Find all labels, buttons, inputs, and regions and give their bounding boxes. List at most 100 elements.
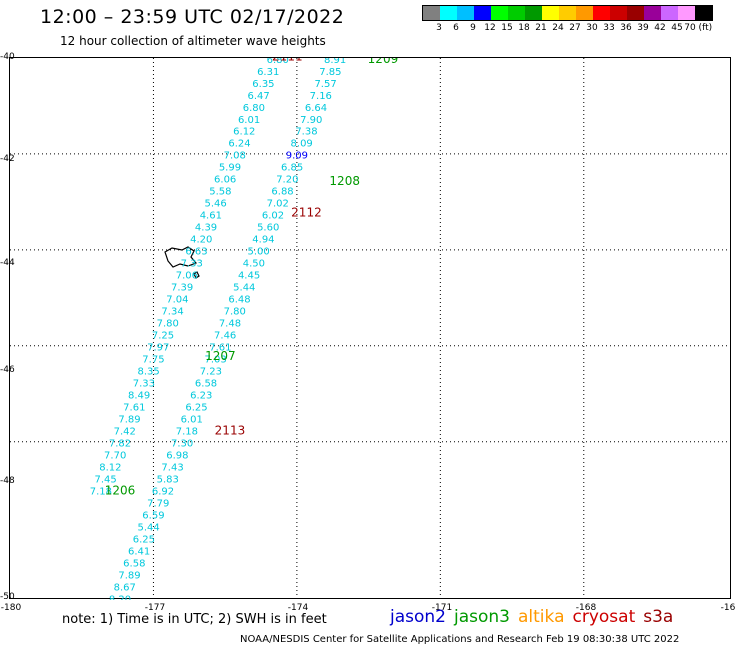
swh-value: 7.34 [161,307,183,318]
swh-value: 7.82 [109,439,131,450]
swh-value: 7.18 [90,486,112,497]
swh-value: 6.35 [252,79,274,90]
swh-value: 5.44 [233,283,255,294]
swh-value: 7.57 [314,79,336,90]
lon-label: -177 [144,603,166,613]
legend-swatch [559,6,576,20]
legend-swatch [576,6,593,20]
swh-value: 6.63 [185,247,207,258]
swh-value: 7.18 [176,427,198,438]
legend-swatch [457,6,474,20]
time-label: 1208 [329,174,360,188]
swh-value: 6.12 [233,127,255,138]
swh-value: 7.90 [300,115,322,126]
legend-swatch [610,6,627,20]
swh-value: 8.49 [128,391,150,402]
swh-value: 7.79 [147,498,169,509]
swh-value: 6.01 [181,415,203,426]
swh-value: 7.03 [204,355,226,366]
time-label: 2112 [291,205,322,219]
legend-label: 27 [569,23,581,33]
swh-value: 7.75 [142,355,164,366]
page-subtitle: 12 hour collection of altimeter wave hei… [60,34,326,48]
swh-value: 7.30 [171,439,193,450]
lon-label: -16 [720,603,736,613]
satellite-cryosat: cryosat [572,607,636,627]
swh-value: 7.04 [166,295,188,306]
swh-value: 6.06 [214,175,236,186]
satellite-jason2: jason2 [390,607,446,627]
swh-value: 9.09 [286,151,308,162]
swh-value: 7.25 [152,331,174,342]
swh-value: 7.45 [94,474,116,485]
swh-value: 7.33 [181,259,203,270]
swh-value: 6.31 [257,67,279,78]
lon-label: -171 [431,603,453,613]
note-text: note: 1) Time is in UTC; 2) SWH is in fe… [62,612,327,627]
swh-value: 4.45 [238,271,260,282]
time-label: 2111 [272,58,303,63]
lat-label: -46 [0,365,15,375]
swh-value: 7.80 [224,307,246,318]
legend-swatch [542,6,559,20]
swh-value: 5.00 [248,247,270,258]
legend-label: 30 [586,23,598,33]
swh-value: 6.88 [271,187,293,198]
legend-swatch [678,6,695,20]
swh-value: 7.23 [200,367,222,378]
legend-swatch [695,6,712,20]
lon-label: -168 [575,603,597,613]
swh-value: 7.80 [157,319,179,330]
swh-value: 7.89 [118,570,140,581]
legend-swatch [491,6,508,20]
swh-value: 6.24 [228,139,250,150]
swh-value: 7.85 [319,67,341,78]
swh-value: 8.35 [138,367,160,378]
swh-value: 4.50 [243,259,265,270]
legend-label: 18 [518,23,530,33]
lat-label: -42 [0,154,15,164]
legend-label: 45 [671,23,683,33]
swh-value: 7.48 [219,319,241,330]
swh-value: 7.39 [171,283,193,294]
swh-value: 4.61 [200,211,222,222]
legend-swatch [440,6,457,20]
swh-value: 6.64 [305,103,327,114]
swh-value: 6.25 [133,534,155,545]
swh-value: 7.46 [214,331,236,342]
swh-value: 4.94 [252,235,274,246]
swh-value: 6.01 [238,115,260,126]
time-label: 1207 [205,349,236,363]
swh-value: 7.38 [295,127,317,138]
lat-label: -48 [0,476,15,486]
legend-label: 36 [620,23,632,33]
legend-swatch [423,6,440,20]
lat-label: -50 [0,592,15,602]
lat-label: -44 [0,258,15,268]
swh-value: 6.85 [281,163,303,174]
page-title: 12:00 – 23:59 UTC 02/17/2022 [40,6,345,28]
swh-value: 8.67 [114,582,136,593]
legend-swatch [474,6,491,20]
swh-value: 7.61 [123,403,145,414]
swh-value: 5.83 [157,474,179,485]
swh-value: 6.02 [262,211,284,222]
swh-value: 5.58 [209,187,231,198]
swh-value: 7.08 [224,151,246,162]
legend-label: 24 [552,23,564,33]
map-frame: 6.80 6.31 6.35 6.47 6.80 6.01 6.12 6.24 7.08 5.99… [9,57,732,600]
lat-label: -40 [0,52,15,62]
legend-label: 15 [501,23,513,33]
legend-label: 70 (ft) [684,23,713,33]
swh-value: 6.58 [195,379,217,390]
legend-label: 33 [603,23,615,33]
legend-label: 39 [637,23,649,33]
swh-value: 7.33 [133,379,155,390]
swh-value: 6.98 [166,451,188,462]
map-canvas: 6.806.316.356.476.806.016.126.247.085.99… [10,58,732,600]
lon-label: -180 [0,603,22,613]
swh-value: 7.06 [176,271,198,282]
swh-value: 6.80 [243,103,265,114]
swh-value: 8.12 [99,462,121,473]
satellite-legend: jason2 jason3 altika cryosat s3a [390,607,681,627]
